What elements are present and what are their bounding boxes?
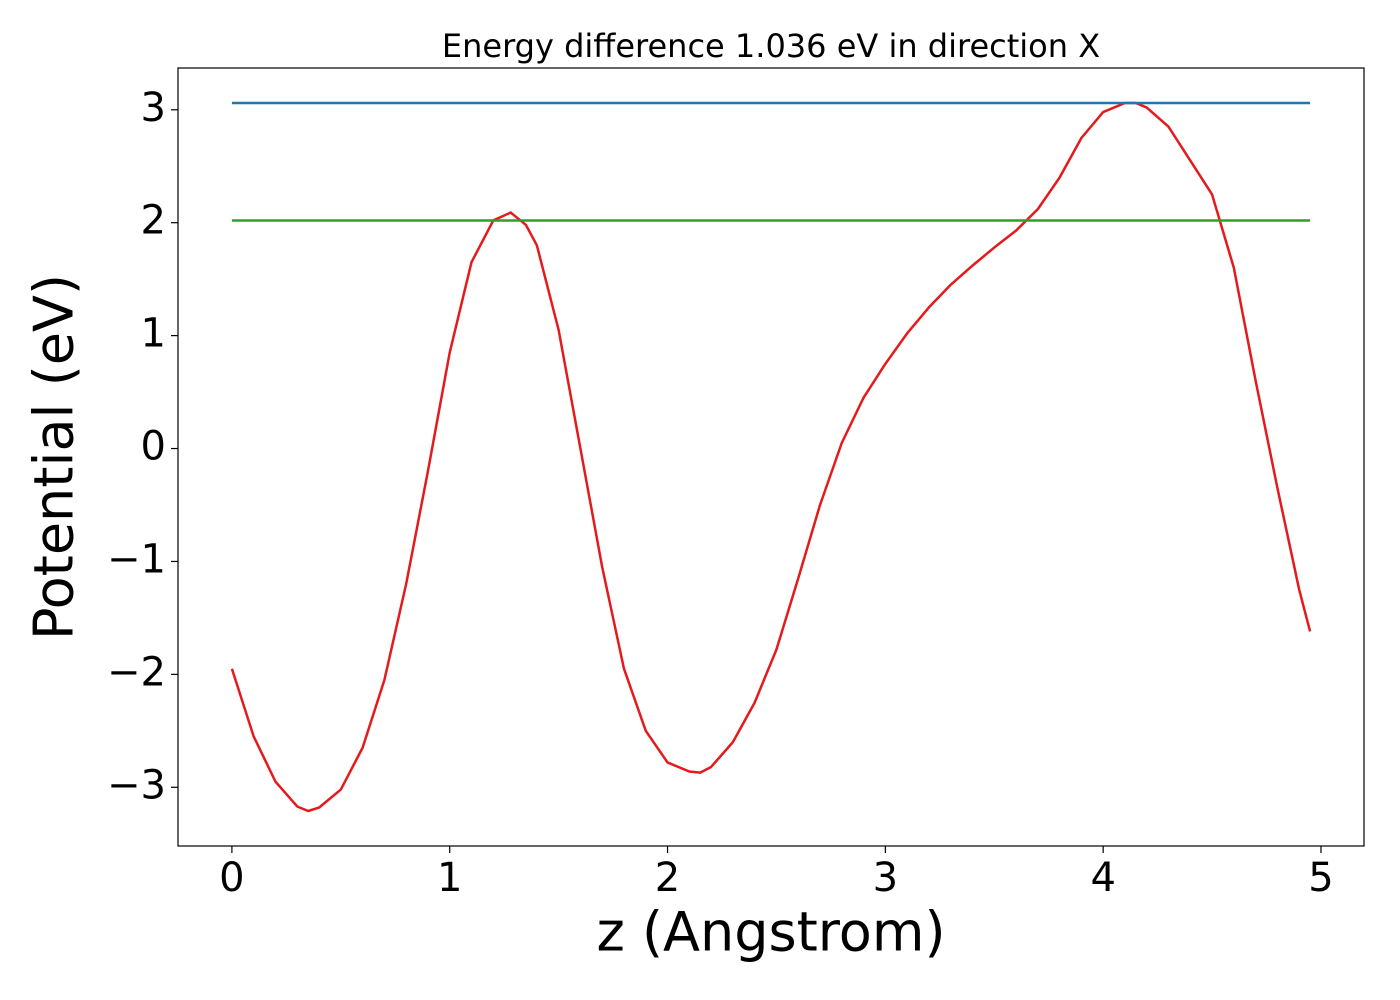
x-tick-label: 0 <box>219 855 244 901</box>
x-tick-label: 3 <box>873 855 898 901</box>
y-tick-label: −1 <box>107 536 166 582</box>
line-series <box>230 101 1312 813</box>
x-axis-label: z (Angstrom) <box>596 901 945 964</box>
x-tick-label: 5 <box>1308 855 1333 901</box>
y-tick-label: −3 <box>107 762 166 808</box>
y-tick-label: 2 <box>141 198 166 244</box>
x-tick-label: 4 <box>1090 855 1115 901</box>
y-tick-label: 0 <box>141 424 166 470</box>
y-tick-label: 1 <box>141 311 166 357</box>
chart-title: Energy difference 1.036 eV in direction … <box>442 27 1100 65</box>
y-tick-label: 3 <box>141 85 166 131</box>
y-tick-label: −2 <box>107 649 166 695</box>
x-tick-label: 2 <box>655 855 680 901</box>
plot-frame <box>177 67 1365 847</box>
y-axis-label: Potential (eV) <box>23 274 86 640</box>
x-tick-label: 1 <box>437 855 462 901</box>
